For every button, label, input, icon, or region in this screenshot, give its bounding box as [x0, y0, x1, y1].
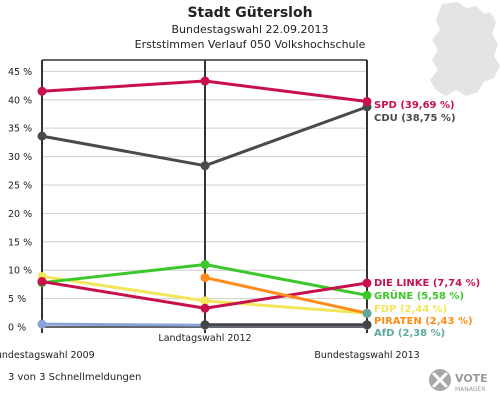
footer-text: 3 von 3 Schnellmeldungen [8, 372, 141, 383]
data-point-linke [37, 277, 47, 287]
data-point-gruene [200, 260, 210, 270]
germany-map-icon [430, 2, 500, 96]
data-point-fdp [200, 296, 210, 306]
y-axis-ticks: 0 % 5 % 10 % 15 % 20 % 25 % 30 % 35 % 40 % 45 % [8, 67, 32, 334]
end-label-gruene: GRÜNE (5,58 %) [374, 288, 464, 302]
end-labels: FDP (2,44 %) GRÜNE (5,58 %)DIE LINKE (7,7… [374, 100, 480, 339]
y-tick-label: 0 % [8, 323, 26, 334]
y-tick-label: 15 % [8, 237, 32, 248]
x-category-label: Landtagswahl 2012 [158, 333, 251, 344]
data-point-piraten [200, 273, 210, 283]
x-axis-categories: Bundestagswahl 2009 Landtagswahl 2012 Bund… [0, 333, 420, 361]
y-tick-label: 45 % [8, 67, 32, 78]
data-point-linke [200, 303, 210, 313]
series-line-piraten [204, 276, 368, 315]
y-tick-label: 35 % [8, 124, 32, 135]
series-spd [37, 76, 372, 107]
data-point-cdu [200, 161, 210, 171]
series-layer [37, 76, 372, 330]
vote-manager-logo: VOTE MANAGER [429, 369, 488, 393]
series-other2 [200, 320, 372, 330]
end-label-linke: DIE LINKE (7,74 %) [374, 278, 480, 289]
chart-subtitle-2: Erststimmen Verlauf 050 Volkshochschule [135, 38, 366, 51]
data-point-other [37, 319, 47, 329]
data-point-spd [362, 97, 372, 107]
y-tick-label: 40 % [8, 95, 32, 106]
data-point-spd [37, 86, 47, 96]
data-point-linke [362, 278, 372, 288]
data-point-afd [362, 308, 372, 318]
data-point-gruene [362, 290, 372, 300]
y-tick-label: 20 % [8, 209, 32, 220]
end-label-spd: SPD (39,69 %) [374, 100, 455, 111]
x-category-label: Bundestagswahl 2009 [0, 350, 95, 361]
data-point-other2 [362, 320, 372, 330]
logo-line-1: VOTE [455, 372, 488, 385]
logo-line-2: MANAGER [455, 386, 485, 393]
x-category-label: Bundestagswahl 2013 [314, 350, 419, 361]
end-label-afd: AfD (2,38 %) [374, 328, 445, 339]
logo-cross-icon [432, 372, 448, 388]
series-linke [37, 277, 372, 313]
end-label-fdp: FDP (2,44 %) [374, 304, 447, 315]
series-afd [362, 308, 372, 318]
y-tick-label: 25 % [8, 180, 32, 191]
y-tick-label: 5 % [8, 294, 26, 305]
data-point-cdu [37, 131, 47, 141]
y-tick-label: 30 % [8, 152, 32, 163]
data-point-spd [200, 76, 210, 86]
chart-subtitle: Bundestagswahl 22.09.2013 [172, 23, 329, 36]
y-tick-label: 10 % [8, 266, 32, 277]
end-label-piraten: PIRATEN (2,43 %) [374, 316, 473, 327]
chart-title: Stadt Gütersloh [187, 5, 312, 21]
data-point-other2 [200, 320, 210, 330]
end-label-cdu: CDU (38,75 %) [374, 113, 456, 124]
